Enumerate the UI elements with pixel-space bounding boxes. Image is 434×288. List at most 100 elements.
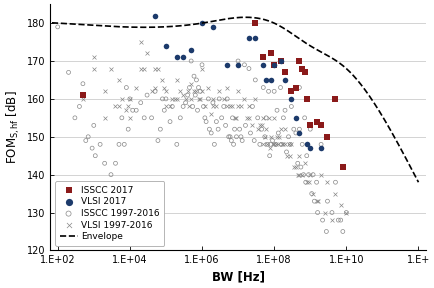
VLSI 1997-2016: [187, 82, 194, 86]
VLSI 1997-2016: [112, 104, 119, 109]
ISSCC 1997-2016: [248, 104, 255, 109]
ISSCC 1997-2016: [148, 115, 155, 120]
Envelope: [336, 61, 341, 65]
VLSI 2017: [187, 47, 194, 52]
VLSI 1997-2016: [107, 66, 114, 71]
ISSCC 1997-2016: [132, 108, 139, 113]
VLSI 1997-2016: [237, 104, 244, 109]
ISSCC 1997-2016: [151, 89, 158, 94]
VLSI 1997-2016: [264, 115, 271, 120]
ISSCC 1997-2016: [96, 142, 103, 147]
VLSI 1997-2016: [277, 142, 284, 147]
ISSCC 1997-2016: [272, 142, 279, 147]
VLSI 1997-2016: [304, 180, 311, 185]
VLSI 1997-2016: [262, 127, 269, 132]
VLSI 1997-2016: [258, 123, 265, 128]
ISSCC 2017: [331, 96, 338, 101]
ISSCC 1997-2016: [293, 161, 300, 166]
ISSCC 1997-2016: [253, 115, 260, 120]
ISSCC 1997-2016: [302, 154, 309, 158]
ISSCC 1997-2016: [143, 93, 150, 97]
ISSCC 1997-2016: [328, 210, 335, 215]
ISSCC 1997-2016: [207, 131, 214, 135]
ISSCC 1997-2016: [264, 89, 271, 94]
ISSCC 1997-2016: [215, 96, 222, 101]
ISSCC 1997-2016: [118, 115, 125, 120]
VLSI 1997-2016: [274, 142, 281, 147]
ISSCC 1997-2016: [317, 142, 324, 147]
Legend: ISSCC 2017, VLSI 2017, ISSCC 1997-2016, VLSI 1997-2016, Envelope: ISSCC 2017, VLSI 2017, ISSCC 1997-2016, …: [55, 181, 164, 246]
ISSCC 1997-2016: [126, 96, 133, 101]
VLSI 1997-2016: [162, 104, 169, 109]
ISSCC 2017: [339, 165, 345, 169]
Envelope: [185, 23, 191, 27]
VLSI 1997-2016: [266, 134, 273, 139]
Y-axis label: FOM$_\mathrm{S,hf}$ [dB]: FOM$_\mathrm{S,hf}$ [dB]: [4, 90, 22, 164]
Envelope: [415, 181, 420, 184]
VLSI 1997-2016: [201, 104, 208, 109]
VLSI 1997-2016: [306, 172, 313, 177]
VLSI 1997-2016: [312, 199, 319, 203]
ISSCC 1997-2016: [247, 131, 253, 135]
VLSI 1997-2016: [256, 123, 263, 128]
ISSCC 2017: [302, 96, 309, 101]
VLSI 1997-2016: [115, 78, 122, 82]
ISSCC 1997-2016: [295, 127, 302, 132]
VLSI 1997-2016: [268, 142, 275, 147]
VLSI 1997-2016: [187, 96, 194, 101]
ISSCC 1997-2016: [198, 62, 205, 67]
ISSCC 1997-2016: [230, 127, 237, 132]
VLSI 1997-2016: [122, 108, 129, 113]
VLSI 2017: [276, 59, 283, 63]
VLSI 1997-2016: [161, 85, 168, 90]
VLSI 2017: [281, 78, 288, 82]
Envelope: [243, 16, 248, 19]
VLSI 1997-2016: [259, 142, 266, 147]
ISSCC 1997-2016: [298, 142, 305, 147]
VLSI 1997-2016: [204, 85, 211, 90]
ISSCC 1997-2016: [205, 127, 212, 132]
VLSI 1997-2016: [198, 66, 205, 71]
Envelope: [405, 162, 411, 165]
ISSCC 1997-2016: [251, 78, 258, 82]
VLSI 1997-2016: [234, 104, 241, 109]
ISSCC 1997-2016: [166, 119, 173, 124]
VLSI 1997-2016: [101, 89, 108, 94]
VLSI 1997-2016: [295, 154, 302, 158]
VLSI 2017: [245, 36, 252, 41]
VLSI 1997-2016: [292, 165, 299, 169]
VLSI 1997-2016: [245, 115, 252, 120]
ISSCC 1997-2016: [302, 180, 309, 185]
ISSCC 1997-2016: [228, 115, 235, 120]
VLSI 1997-2016: [272, 142, 279, 147]
VLSI 1997-2016: [276, 127, 283, 132]
ISSCC 1997-2016: [184, 93, 191, 97]
VLSI 1997-2016: [209, 96, 216, 101]
VLSI 1997-2016: [287, 142, 294, 147]
ISSCC 2017: [287, 89, 294, 94]
VLSI 1997-2016: [263, 142, 270, 147]
ISSCC 1997-2016: [54, 24, 61, 29]
VLSI 1997-2016: [309, 191, 316, 196]
VLSI 1997-2016: [253, 127, 260, 132]
ISSCC 1997-2016: [342, 210, 349, 215]
ISSCC 1997-2016: [182, 100, 189, 105]
ISSCC 1997-2016: [193, 78, 200, 82]
ISSCC 1997-2016: [214, 127, 221, 132]
VLSI 1997-2016: [148, 89, 155, 94]
ISSCC 1997-2016: [222, 123, 229, 128]
ISSCC 1997-2016: [270, 89, 277, 94]
VLSI 1997-2016: [118, 96, 125, 101]
ISSCC 1997-2016: [334, 218, 341, 222]
ISSCC 1997-2016: [209, 100, 216, 105]
VLSI 1997-2016: [186, 104, 193, 109]
VLSI 2017: [234, 62, 241, 67]
ISSCC 1997-2016: [121, 142, 128, 147]
ISSCC 1997-2016: [276, 85, 283, 90]
ISSCC 1997-2016: [266, 142, 273, 147]
ISSCC 1997-2016: [157, 127, 164, 132]
ISSCC 1997-2016: [281, 108, 288, 113]
VLSI 1997-2016: [328, 218, 335, 222]
VLSI 1997-2016: [173, 78, 180, 82]
ISSCC 1997-2016: [227, 138, 234, 143]
